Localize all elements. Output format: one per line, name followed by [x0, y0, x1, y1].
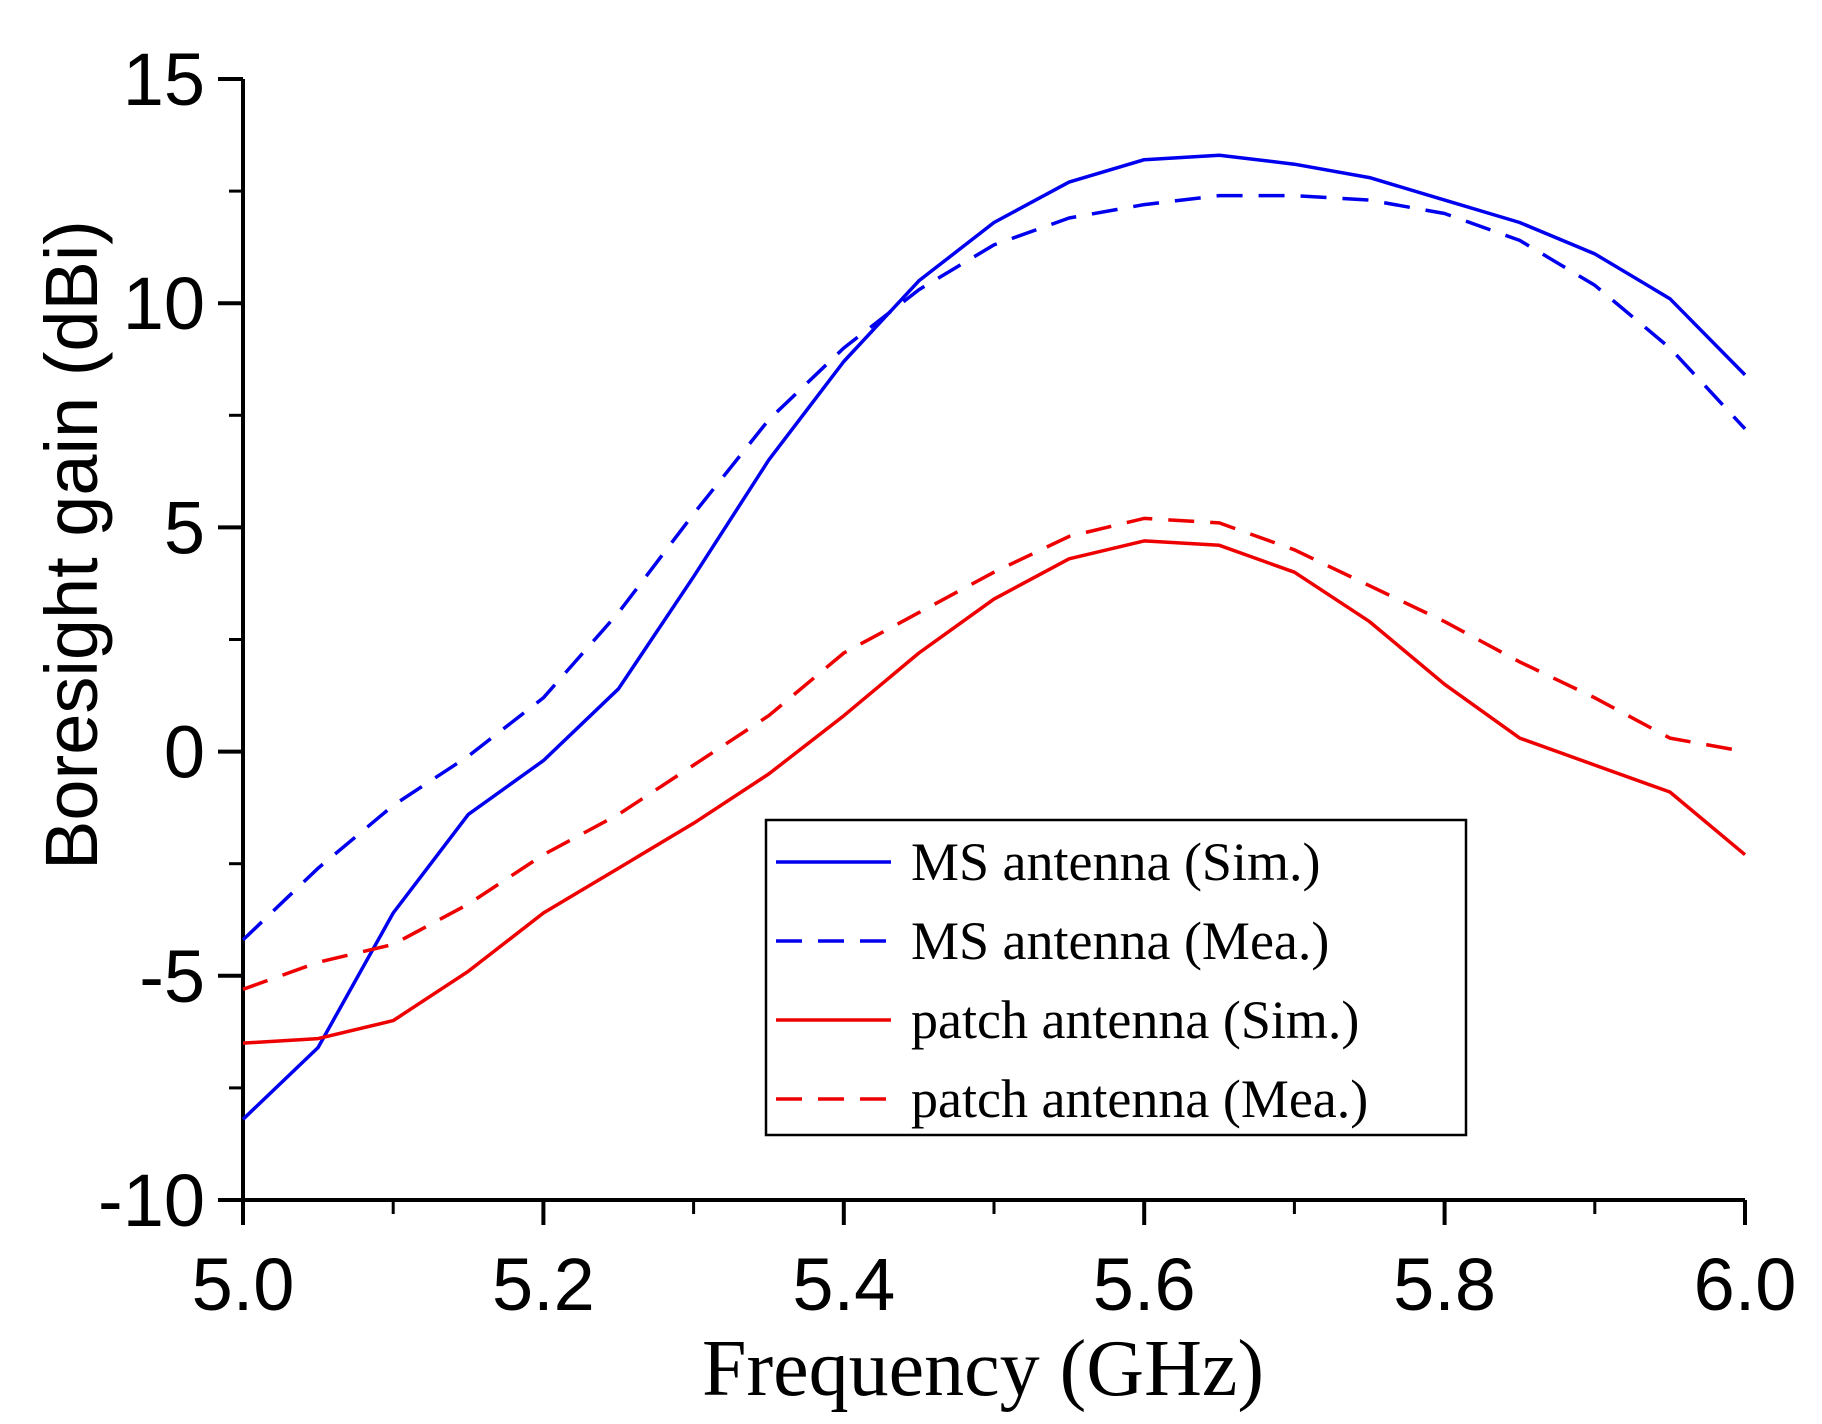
legend-label: patch antenna (Mea.): [911, 1069, 1368, 1129]
series-line-1: [241, 153, 1747, 1121]
legend: MS antenna (Sim.) MS antenna (Mea.) patch …: [764, 818, 1468, 1137]
y-axis-label: Boresight gain (dBi): [30, 220, 113, 870]
legend-label: MS antenna (Mea.): [911, 911, 1329, 971]
series-layer: [241, 153, 1747, 1121]
y-tick-label: -5: [139, 935, 205, 1018]
axes: -10 -5 0 5 10 15 5.0 5.2 5.4 5.6 5.8 6.0: [98, 38, 1796, 1326]
x-tick-label: 5.0: [192, 1243, 295, 1326]
y-tick-label: 5: [164, 486, 205, 569]
x-tick-label: 5.8: [1393, 1243, 1496, 1326]
x-tick-label: 5.2: [492, 1243, 595, 1326]
y-tick-label: -10: [98, 1159, 205, 1242]
series-line-4: [242, 516, 1746, 991]
legend-label: MS antenna (Sim.): [911, 832, 1320, 892]
series-line-3: [242, 539, 1747, 1045]
y-tick-label: 15: [123, 38, 205, 121]
y-tick-label: 10: [123, 262, 205, 345]
y-tick-label: 0: [164, 711, 205, 794]
x-tick-label: 5.6: [1093, 1243, 1196, 1326]
x-tick-label: 5.4: [792, 1243, 895, 1326]
series-line-2: [241, 193, 1747, 942]
legend-label: patch antenna (Sim.): [911, 990, 1359, 1050]
legend-box: [764, 818, 1468, 1137]
x-tick-label: 6.0: [1694, 1243, 1797, 1326]
x-axis-label: Frequency (GHz): [702, 1325, 1264, 1413]
